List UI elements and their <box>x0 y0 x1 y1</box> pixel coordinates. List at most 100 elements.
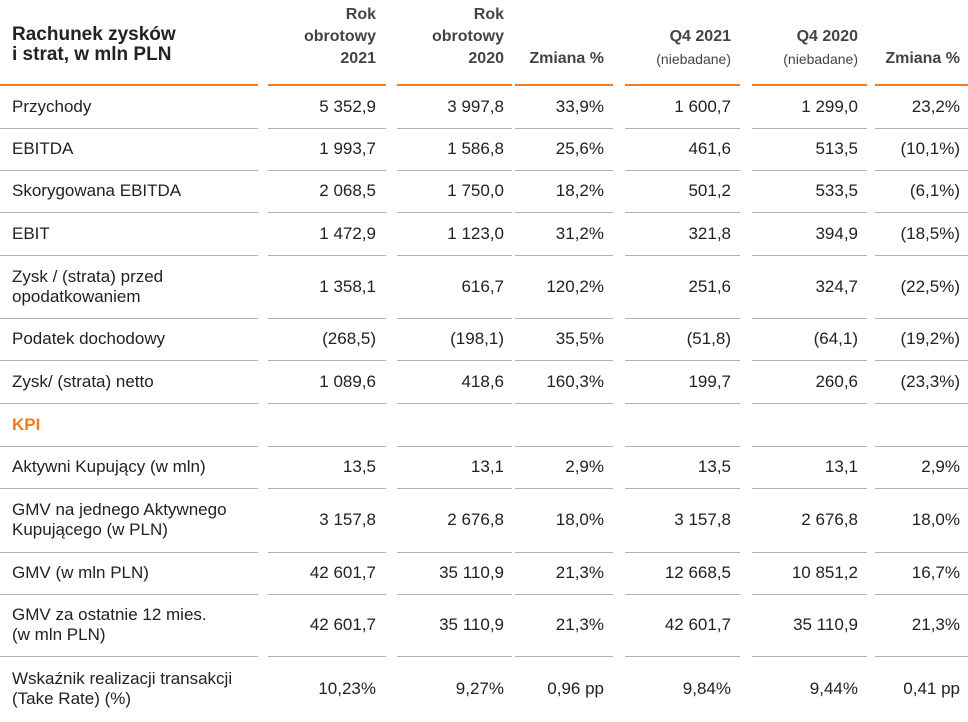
cell-value: 199,7 <box>688 371 731 391</box>
cell-value: 1 750,0 <box>447 181 504 200</box>
column-header-1-line-2: obrotowy <box>304 28 376 45</box>
row-separator <box>752 488 867 489</box>
cell-value: 9,44% <box>809 679 858 698</box>
row-label-line-1: GMV (w mln PLN) <box>12 563 149 582</box>
cell-value: 16,7% <box>911 563 960 582</box>
cell-value: 324,7 <box>815 276 858 296</box>
cell-value: (198,1) <box>450 329 504 348</box>
cell-value: (23,3%) <box>900 371 960 391</box>
row-separator <box>0 318 258 319</box>
table-row: Zysk/ (strata) netto 1 089,6 418,6 160,3% 19… <box>0 360 968 403</box>
row-separator <box>875 656 968 657</box>
table-row: Aktywni Kupujący (w mln) 13,5 13,1 2,9% 13,5… <box>0 446 968 488</box>
row-separator <box>875 170 968 171</box>
cell-value: (22,5%) <box>900 276 960 296</box>
cell-value: 260,6 <box>815 371 858 391</box>
row-label: Przychody <box>12 97 91 117</box>
cell-value: 394,9 <box>815 223 858 243</box>
row-separator <box>515 656 613 657</box>
row-separator <box>625 212 740 213</box>
cell-value: 10,23% <box>318 679 376 698</box>
row-label: Aktywni Kupujący (w mln) <box>12 457 206 477</box>
cell-value: 501,2 <box>688 181 731 200</box>
row-separator <box>0 656 258 657</box>
column-header-1-line-1: Rok <box>345 6 376 23</box>
cell-value: 1 993,7 <box>319 139 376 158</box>
cell-value: 35 110,9 <box>439 615 504 634</box>
cell-value: 21,3% <box>555 615 604 634</box>
cell-value: (19,2%) <box>900 329 960 348</box>
cell-value: 18,0% <box>555 510 604 529</box>
row-separator <box>397 128 512 129</box>
row-label-line-1: Skorygowana EBITDA <box>12 181 182 200</box>
cell-value: 2 676,8 <box>801 510 858 529</box>
row-separator <box>397 594 512 595</box>
cell-value: 533,5 <box>815 181 858 200</box>
row-separator <box>0 170 258 171</box>
row-label-line-2: (Take Rate) (%) <box>12 689 132 708</box>
row-separator <box>625 255 740 256</box>
row-label-line-1: Aktywni Kupujący (w mln) <box>12 457 206 476</box>
row-separator <box>875 552 968 553</box>
row-separator <box>875 318 968 319</box>
cell-value: 35,5% <box>555 329 604 348</box>
row-separator <box>515 594 613 595</box>
row-label: GMV za ostatnie 12 mies. (w mln PLN) <box>12 605 207 645</box>
row-label-line-1: Zysk/ (strata) netto <box>12 371 154 391</box>
row-separator <box>268 212 386 213</box>
row-separator <box>515 403 613 404</box>
cell-value: 42 601,7 <box>309 615 376 634</box>
table-row: Skorygowana EBITDA 2 068,5 1 750,0 18,2% 501… <box>0 170 968 212</box>
row-separator <box>268 594 386 595</box>
row-label-line-2: opodatkowaniem <box>12 286 141 306</box>
cell-value: (51,8) <box>686 329 731 348</box>
row-separator <box>268 403 386 404</box>
cell-value: 1 299,0 <box>801 97 858 116</box>
row-separator <box>0 360 258 361</box>
row-label: Podatek dochodowy <box>12 329 165 349</box>
row-separator <box>0 128 258 129</box>
cell-value: 616,7 <box>461 276 504 296</box>
cell-value: 2,9% <box>921 457 960 476</box>
row-separator <box>625 128 740 129</box>
cell-value: 3 157,8 <box>319 510 376 529</box>
row-label-line-1: GMV na jednego Aktywnego <box>12 500 227 519</box>
cell-value: 1 358,1 <box>319 276 376 296</box>
cell-value: 2 068,5 <box>319 181 376 200</box>
row-separator <box>625 170 740 171</box>
row-separator <box>752 255 867 256</box>
header-underline-2 <box>397 84 512 86</box>
row-separator <box>515 255 613 256</box>
row-label: Zysk / (strata) przed opodatkowaniem <box>12 267 163 307</box>
row-separator <box>397 318 512 319</box>
row-separator <box>268 170 386 171</box>
cell-value: 42 601,7 <box>309 563 376 582</box>
row-separator <box>268 255 386 256</box>
row-separator <box>268 488 386 489</box>
cell-value: 3 157,8 <box>674 510 731 529</box>
row-separator <box>625 403 740 404</box>
row-separator <box>875 446 968 447</box>
table-row: GMV na jednego Aktywnego Kupującego (w PL… <box>0 488 968 552</box>
cell-value: 12 668,5 <box>664 563 731 582</box>
header-underline-4 <box>625 84 740 86</box>
cell-value: 31,2% <box>555 223 604 243</box>
cell-value: 0,41 pp <box>903 679 960 698</box>
row-label: EBIT <box>12 224 50 244</box>
table-row: Przychody 5 352,9 3 997,8 33,9% 1 600,7 1 299… <box>0 86 968 128</box>
row-separator <box>515 446 613 447</box>
cell-value: 13,5 <box>697 457 731 476</box>
row-separator <box>875 488 968 489</box>
row-separator <box>397 403 512 404</box>
row-label-line-1: Wskaźnik realizacji transakcji <box>12 669 233 688</box>
row-label-line-2: Kupującego (w PLN) <box>12 520 168 539</box>
table-row: EBITDA 1 993,7 1 586,8 25,6% 461,6 513,5 (10,1… <box>0 128 968 170</box>
cell-value: (64,1) <box>813 329 858 348</box>
row-separator <box>268 552 386 553</box>
row-separator <box>397 255 512 256</box>
cell-value: (6,1%) <box>909 181 960 200</box>
cell-value: 13,1 <box>824 457 858 476</box>
cell-value: 2 676,8 <box>447 510 504 529</box>
cell-value: 33,9% <box>555 97 604 116</box>
column-header-5-line-2: Q4 2020 <box>796 28 858 45</box>
